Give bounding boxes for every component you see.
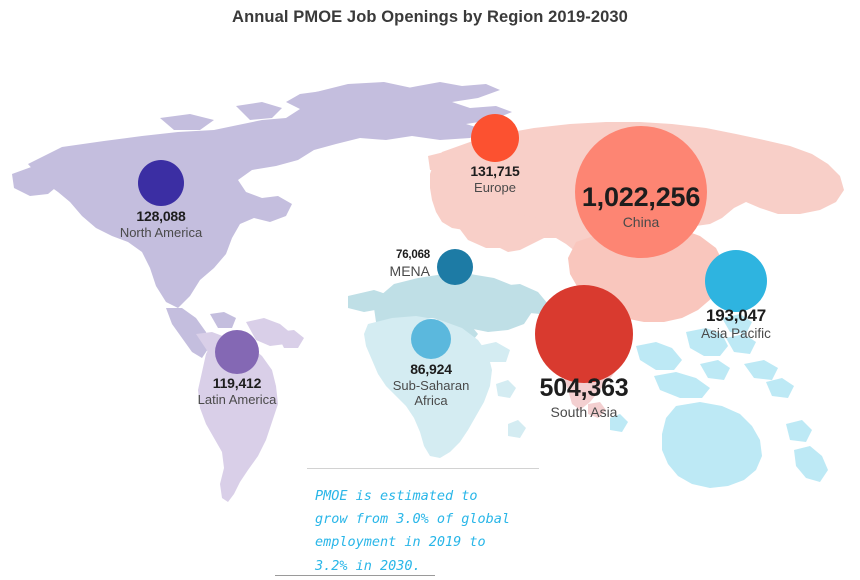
value-south-asia: 504,363 bbox=[539, 374, 629, 402]
map-region-islands bbox=[508, 414, 628, 438]
value-north-america: 128,088 bbox=[136, 208, 186, 224]
name-asia-pacific: Asia Pacific bbox=[701, 326, 771, 342]
bubble-china[interactable] bbox=[575, 126, 707, 258]
name-china: China bbox=[622, 213, 660, 230]
footnote-rule-top bbox=[307, 468, 539, 469]
label-mena: 76,068 MENA bbox=[389, 249, 431, 279]
name-mena: MENA bbox=[389, 262, 430, 279]
footnote-text: PMOE is estimated to grow from 3.0% of g… bbox=[315, 488, 511, 574]
value-asia-pacific: 193,047 bbox=[705, 306, 767, 325]
bubble-sub-saharan-africa[interactable] bbox=[411, 319, 451, 359]
value-china: 1,022,256 bbox=[581, 182, 701, 212]
bubble-asia-pacific[interactable] bbox=[705, 250, 767, 312]
bubble-latin-america[interactable] bbox=[215, 330, 259, 374]
label-south-asia: 504,363 South Asia bbox=[540, 374, 629, 420]
name-south-asia: South Asia bbox=[550, 403, 618, 420]
map-region-asia-pacific bbox=[636, 314, 828, 488]
footnote-rule-bottom bbox=[275, 575, 435, 576]
map-region-arctic bbox=[160, 82, 428, 134]
name-north-america: North America bbox=[119, 224, 203, 240]
label-europe: 131,715 Europe bbox=[470, 163, 519, 195]
map-region-sub-saharan-africa bbox=[364, 316, 516, 458]
footnote-block: PMOE is estimated to grow from 3.0% of g… bbox=[307, 468, 539, 578]
bubble-south-asia[interactable] bbox=[535, 285, 633, 383]
bubble-north-america[interactable] bbox=[138, 160, 184, 206]
map-region-latin-america bbox=[198, 318, 304, 502]
value-mena: 76,068 bbox=[396, 249, 430, 261]
value-latin-america: 119,412 bbox=[212, 375, 262, 391]
bubble-europe[interactable] bbox=[471, 114, 519, 162]
label-asia-pacific: 193,047 Asia Pacific bbox=[701, 306, 771, 342]
bubble-mena[interactable] bbox=[437, 249, 473, 285]
name-latin-america: Latin America bbox=[197, 391, 277, 407]
value-sub-saharan-africa: 86,924 bbox=[410, 361, 452, 377]
name-sub-saharan-africa: Sub-Saharan Africa bbox=[392, 377, 470, 408]
label-china: 1,022,256 China bbox=[581, 182, 701, 230]
value-europe: 131,715 bbox=[470, 163, 520, 179]
label-latin-america: 119,412 Latin America bbox=[198, 375, 277, 407]
label-north-america: 128,088 North America bbox=[120, 208, 202, 240]
page-title: Annual PMOE Job Openings by Region 2019-… bbox=[232, 8, 628, 26]
label-sub-saharan-africa: 86,924 Sub-Saharan Africa bbox=[393, 361, 470, 408]
name-europe: Europe bbox=[474, 179, 516, 195]
